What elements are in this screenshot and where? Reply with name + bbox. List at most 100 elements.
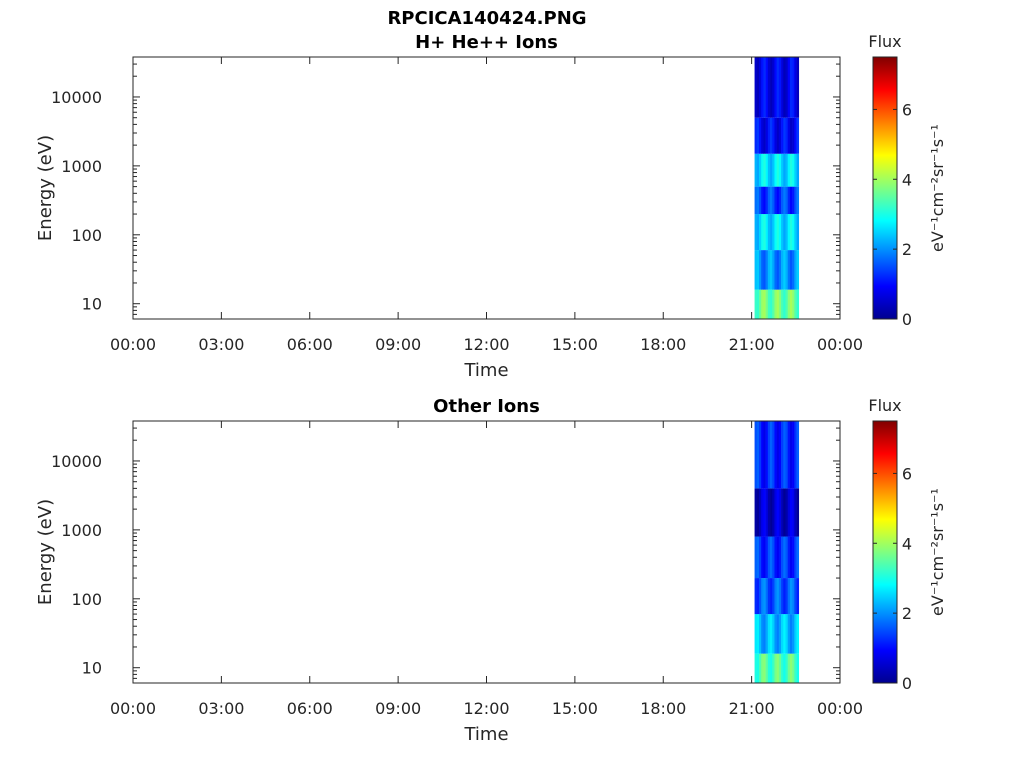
spectrogram-cell <box>787 250 791 290</box>
spectrogram-cell <box>774 614 777 654</box>
spectrogram-cell <box>796 57 800 118</box>
spectrogram-cell <box>765 578 769 615</box>
x-tick-label: 12:00 <box>463 699 509 718</box>
spectrogram-cell <box>789 117 793 154</box>
spectrogram-cell <box>787 578 791 615</box>
spectrogram-cell <box>772 289 775 319</box>
spectrogram-cell <box>765 117 769 154</box>
spectrogram-cell <box>783 421 786 489</box>
spectrogram-cell <box>789 653 793 683</box>
spectrogram-cell <box>770 214 773 251</box>
y-tick-label: 10 <box>82 659 102 678</box>
spectrogram-cell <box>756 653 760 683</box>
spectrogram-cell <box>776 117 780 154</box>
spectrogram-cell <box>758 117 762 154</box>
spectrogram-cell <box>774 153 777 187</box>
spectrogram-cell <box>761 57 764 118</box>
spectrogram-cell <box>754 250 758 290</box>
x-axis-label: Time <box>463 724 508 745</box>
spectrogram-cell <box>763 117 766 154</box>
spectrogram-cell <box>778 488 782 537</box>
spectrogram-cell <box>767 578 771 615</box>
spectrogram-cell <box>792 536 795 579</box>
spectrogram-cell <box>796 536 800 579</box>
spectrogram-cell <box>774 214 777 251</box>
spectrogram-cell <box>787 653 791 683</box>
spectrogram-cell <box>778 153 782 187</box>
spectrogram-cell <box>778 186 782 215</box>
spectrogram-cell <box>792 153 795 187</box>
spectrogram-cell <box>756 421 760 489</box>
spectrogram-cell <box>776 186 780 215</box>
x-tick-label: 00:00 <box>817 699 863 718</box>
spectrogram-cell <box>789 250 793 290</box>
spectrogram-cell <box>787 153 791 187</box>
spectrogram-cell <box>783 536 786 579</box>
spectrogram-cell <box>789 421 793 489</box>
spectrogram-panel-1: H+ He++ Ions 00:00 03:00 06:00 09:00 12:00 15:… <box>35 32 947 381</box>
spectrogram-cell <box>787 614 791 654</box>
spectrogram-cell <box>772 421 775 489</box>
spectrogram-cell <box>761 614 764 654</box>
colorbar-tick-label: 2 <box>902 240 912 259</box>
spectrogram-cell <box>778 57 782 118</box>
spectrogram-cell <box>792 578 795 615</box>
spectrogram-cell <box>783 578 786 615</box>
spectrogram-cell <box>772 117 775 154</box>
spectrogram-cell <box>756 153 760 187</box>
spectrogram-cell <box>756 250 760 290</box>
x-tick-label: 03:00 <box>198 335 244 354</box>
spectrogram-cell <box>789 289 793 319</box>
spectrogram-cell <box>778 536 782 579</box>
spectrogram-cell <box>776 250 780 290</box>
spectrogram-cell <box>765 186 769 215</box>
spectrogram-cell <box>772 57 775 118</box>
spectrogram-cell <box>796 421 800 489</box>
spectrogram-cell <box>761 153 764 187</box>
spectrogram-cell <box>776 57 780 118</box>
spectrogram-cell <box>785 578 789 615</box>
spectrogram-cell <box>772 488 775 537</box>
spectrogram-cell <box>772 536 775 579</box>
spectrogram-cell <box>796 289 800 319</box>
spectrogram-cell <box>767 488 771 537</box>
spectrogram-cell <box>781 250 784 290</box>
colorbar-gradient <box>872 420 898 684</box>
spectrogram-cell <box>776 421 780 489</box>
spectrogram-cell <box>765 653 769 683</box>
spectrogram-cell <box>767 421 771 489</box>
spectrogram-cell <box>785 653 789 683</box>
spectrogram-cell <box>781 578 784 615</box>
spectrogram-cell <box>781 289 784 319</box>
spectrogram-cell <box>772 578 775 615</box>
spectrogram-cell <box>789 153 793 187</box>
spectrogram-cell <box>758 214 762 251</box>
spectrogram-cell <box>767 57 771 118</box>
spectrogram-cell <box>770 250 773 290</box>
spectrogram-cell <box>765 536 769 579</box>
spectrogram-cell <box>761 421 764 489</box>
spectrogram-cell <box>792 421 795 489</box>
spectrogram-cell <box>785 421 789 489</box>
spectrogram-cell <box>776 153 780 187</box>
x-tick-label: 06:00 <box>287 699 333 718</box>
spectrogram-cell <box>796 653 800 683</box>
spectrogram-cell <box>778 614 782 654</box>
spectrogram-cell <box>778 117 782 154</box>
spectrogram-cell <box>763 250 766 290</box>
spectrogram-cell <box>763 488 766 537</box>
spectrogram-cell <box>763 421 766 489</box>
spectrogram-cell <box>785 186 789 215</box>
spectrogram-cell <box>754 153 758 187</box>
figure-title: RPCICA140424.PNG <box>387 8 586 29</box>
spectrogram-cell <box>794 117 797 154</box>
spectrogram-cell <box>774 421 777 489</box>
spectrogram-cell <box>765 421 769 489</box>
spectrogram-cell <box>789 214 793 251</box>
spectrogram-cell <box>770 653 773 683</box>
plot-area <box>133 57 840 319</box>
spectrogram-cell <box>774 289 777 319</box>
spectrogram-cell <box>785 289 789 319</box>
y-tick-label: 1000 <box>61 157 102 176</box>
